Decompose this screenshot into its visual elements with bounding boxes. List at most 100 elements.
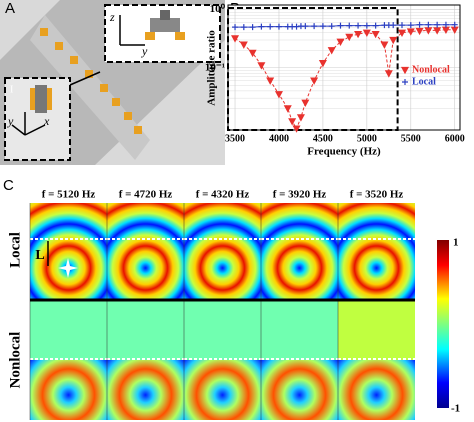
axis-letter: x <box>43 114 50 128</box>
data-point <box>311 23 318 30</box>
data-point <box>301 99 310 108</box>
data-point <box>327 47 336 55</box>
map-nonlocal-top <box>30 300 107 360</box>
data-point <box>406 28 415 36</box>
axis-letter: y <box>141 44 148 58</box>
map-nonlocal <box>107 360 184 420</box>
length-label: L <box>35 248 44 263</box>
data-point <box>310 77 319 85</box>
x-tick-label: 4500 <box>313 133 333 144</box>
map-nonlocal-top <box>338 300 415 360</box>
map-nonlocal-top <box>107 300 184 360</box>
row-label: Local <box>7 232 23 268</box>
x-tick-label: 5000 <box>357 133 377 144</box>
data-point <box>415 27 424 36</box>
axis-letter: y <box>7 114 14 128</box>
map-nonlocal-top <box>184 300 261 360</box>
data-point <box>248 49 257 58</box>
data-point <box>371 30 380 39</box>
data-point <box>424 27 433 35</box>
data-point <box>292 125 301 133</box>
map-local <box>261 203 338 300</box>
data-point <box>363 22 370 29</box>
x-tick-label: 3500 <box>225 133 245 144</box>
data-point <box>274 91 283 99</box>
data-point <box>240 24 247 31</box>
data-point <box>397 29 407 37</box>
row-label: Nonlocal <box>7 332 23 389</box>
map-nonlocal <box>338 360 415 420</box>
illustration <box>0 0 225 165</box>
map-local <box>30 203 107 300</box>
map-local <box>338 203 415 300</box>
data-point <box>231 35 240 43</box>
map-local <box>107 203 184 300</box>
data-point <box>380 41 389 49</box>
column-label: f = 3920 Hz <box>273 189 327 201</box>
data-point <box>288 118 297 126</box>
x-axis-label: Frequency (Hz) <box>307 146 381 158</box>
data-point <box>275 23 282 30</box>
x-tick-label: 4000 <box>269 133 289 144</box>
data-point <box>416 21 423 28</box>
map-nonlocal <box>30 360 107 420</box>
data-point <box>337 22 344 29</box>
data-point <box>433 27 442 35</box>
data-point <box>345 33 354 42</box>
x-tick-label: 5500 <box>401 133 421 144</box>
data-point <box>425 21 432 28</box>
data-point <box>354 30 363 39</box>
panel-label: C <box>3 177 14 194</box>
column-label: f = 3520 Hz <box>350 189 404 201</box>
data-point <box>266 77 275 85</box>
data-point <box>267 23 274 30</box>
legend-label: Local <box>412 76 436 87</box>
map-nonlocal <box>261 360 338 420</box>
data-point <box>257 62 266 70</box>
data-point <box>434 21 441 28</box>
data-point <box>384 70 393 78</box>
data-point <box>355 22 362 29</box>
column-label: f = 4320 Hz <box>196 189 250 201</box>
map-nonlocal <box>184 360 261 420</box>
map-nonlocal-top <box>261 300 338 360</box>
column-label: f = 5120 Hz <box>42 189 96 201</box>
colorbar <box>437 240 449 408</box>
column-label: f = 4720 Hz <box>119 189 173 201</box>
data-point <box>362 29 371 37</box>
data-point <box>346 22 353 29</box>
data-point <box>232 24 239 31</box>
data-point <box>239 41 248 49</box>
data-point <box>390 22 397 29</box>
colorbar-label: 1 <box>453 237 459 249</box>
y-tick-label: 10⁰ <box>210 3 226 15</box>
data-point <box>407 22 414 29</box>
field-maps <box>29 203 415 420</box>
data-point <box>442 21 449 28</box>
colorbar-label: -1 <box>451 403 460 415</box>
source-star <box>58 258 78 278</box>
y-axis-label: Amplitude ratio <box>206 30 218 106</box>
axis-letter: z <box>109 10 115 24</box>
data-point <box>389 36 398 45</box>
data-point <box>328 23 335 30</box>
map-local <box>184 203 261 300</box>
data-point <box>283 105 292 113</box>
series-line <box>234 29 455 130</box>
legend-marker <box>402 79 408 85</box>
inset-label: II <box>202 46 209 57</box>
data-point <box>318 60 327 68</box>
data-point <box>336 38 345 47</box>
data-point <box>296 114 305 122</box>
data-point <box>451 21 458 28</box>
legend-marker <box>400 66 410 75</box>
data-point <box>319 23 326 30</box>
plot-frame <box>227 4 461 131</box>
x-tick-label: 6000 <box>445 133 465 144</box>
data-point <box>258 23 265 30</box>
legend-label: Nonlocal <box>412 64 450 75</box>
inset-label: I <box>10 84 13 95</box>
data-point <box>399 22 405 29</box>
data-point <box>372 22 379 29</box>
